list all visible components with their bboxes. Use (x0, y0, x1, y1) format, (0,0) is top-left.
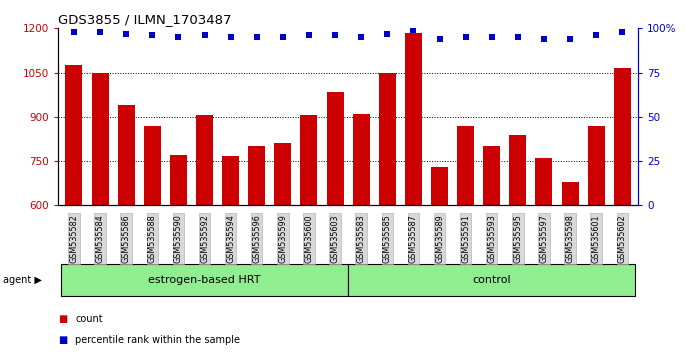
Text: GSM535597: GSM535597 (539, 214, 549, 263)
Text: GSM535583: GSM535583 (357, 214, 366, 263)
Bar (274, 143, 292, 205)
Bar (431, 167, 448, 205)
Point (460, 34, 471, 40)
Bar (562, 182, 578, 205)
Text: agent ▶: agent ▶ (3, 275, 43, 285)
Bar (405, 33, 422, 205)
Text: GSM535586: GSM535586 (121, 214, 131, 263)
Text: GSM535602: GSM535602 (618, 214, 627, 263)
Point (147, 33, 158, 38)
Text: GSM535599: GSM535599 (279, 214, 287, 263)
Bar (196, 115, 213, 205)
Point (329, 33, 340, 38)
Text: GSM535591: GSM535591 (461, 214, 470, 263)
Point (408, 27, 419, 33)
Point (173, 34, 184, 40)
Point (565, 36, 576, 42)
Text: GSM535582: GSM535582 (69, 214, 78, 263)
Bar (510, 135, 526, 205)
Point (95, 29, 106, 35)
Text: GSM535601: GSM535601 (592, 214, 601, 263)
Point (434, 36, 445, 42)
Text: GSM535595: GSM535595 (513, 214, 522, 263)
Bar (483, 146, 500, 205)
Point (277, 34, 288, 40)
Text: GSM535603: GSM535603 (331, 214, 340, 263)
Text: GSM535592: GSM535592 (200, 214, 209, 263)
Point (617, 29, 628, 35)
Text: ■: ■ (58, 314, 67, 324)
Bar (118, 105, 134, 205)
Bar (353, 114, 370, 205)
Text: control: control (473, 275, 511, 285)
Text: GSM535584: GSM535584 (95, 214, 104, 263)
Bar (170, 155, 187, 205)
Text: GSM535600: GSM535600 (305, 214, 314, 263)
Bar (248, 146, 265, 205)
Point (486, 34, 497, 40)
Text: GSM535594: GSM535594 (226, 214, 235, 263)
Text: GSM535596: GSM535596 (252, 214, 261, 263)
Bar (588, 126, 604, 205)
Bar (144, 126, 161, 205)
Bar (536, 158, 552, 205)
Point (382, 31, 393, 36)
Point (251, 34, 262, 40)
Point (121, 31, 132, 36)
Point (303, 33, 314, 38)
Text: GSM535585: GSM535585 (383, 214, 392, 263)
Bar (457, 126, 474, 205)
Text: GDS3855 / ILMN_1703487: GDS3855 / ILMN_1703487 (58, 13, 232, 26)
Text: GSM535598: GSM535598 (565, 214, 575, 263)
Bar (614, 68, 631, 205)
Text: ■: ■ (58, 335, 67, 345)
Point (512, 34, 523, 40)
Text: percentile rank within the sample: percentile rank within the sample (75, 335, 241, 345)
Bar (379, 73, 396, 205)
Text: GSM535588: GSM535588 (147, 214, 157, 263)
Text: estrogen-based HRT: estrogen-based HRT (148, 275, 261, 285)
Text: GSM535589: GSM535589 (435, 214, 444, 263)
Bar (65, 65, 82, 205)
Point (69, 29, 80, 35)
Bar (300, 115, 318, 205)
Text: GSM535593: GSM535593 (487, 214, 496, 263)
Point (225, 34, 236, 40)
Point (591, 33, 602, 38)
Text: GSM535587: GSM535587 (409, 214, 418, 263)
Point (539, 36, 549, 42)
Text: count: count (75, 314, 103, 324)
Bar (222, 156, 239, 205)
Text: GSM535590: GSM535590 (174, 214, 183, 263)
Bar (92, 74, 108, 205)
Point (356, 34, 367, 40)
Bar (327, 92, 344, 205)
Point (199, 33, 210, 38)
